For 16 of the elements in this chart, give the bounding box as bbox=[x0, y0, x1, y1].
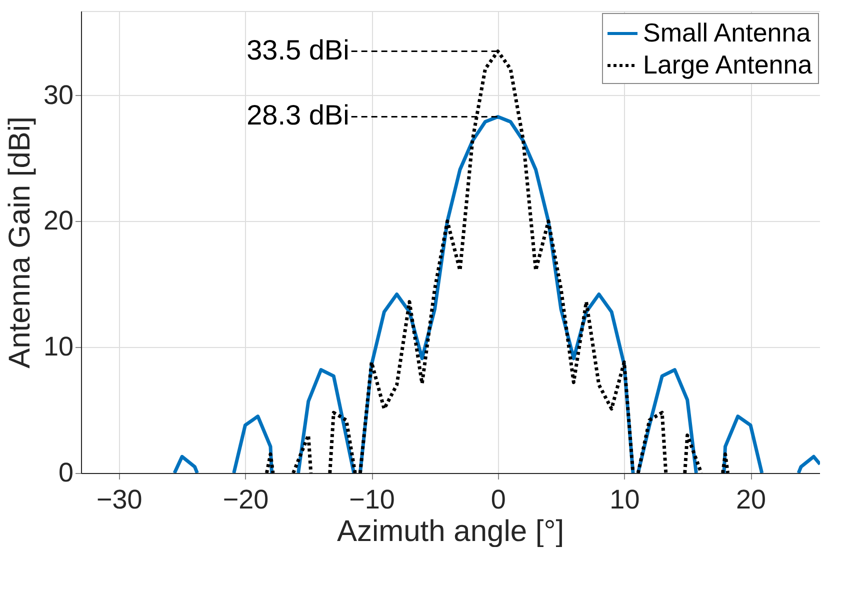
x-tick-label: 0 bbox=[490, 484, 506, 514]
x-tick-label: 20 bbox=[736, 484, 766, 514]
x-tick-label: −20 bbox=[222, 484, 269, 514]
annotation: 33.5 dBi bbox=[246, 34, 350, 66]
y-axis-title: Antenna Gain [dBi] bbox=[3, 116, 36, 368]
y-tick-label: 10 bbox=[43, 332, 74, 362]
y-tick-label: 30 bbox=[43, 80, 74, 110]
annotation: 28.3 dBi bbox=[246, 100, 350, 131]
y-tick-label: 0 bbox=[58, 458, 74, 488]
legend-label: Large Antenna bbox=[643, 50, 813, 80]
x-axis-title: Azimuth angle [°] bbox=[336, 515, 564, 548]
x-tick-label: −10 bbox=[349, 484, 395, 514]
x-tick-label: −30 bbox=[96, 484, 142, 514]
legend-label: Small Antenna bbox=[643, 18, 812, 48]
y-tick-label: 20 bbox=[43, 206, 74, 236]
x-tick-label: 10 bbox=[610, 484, 640, 514]
